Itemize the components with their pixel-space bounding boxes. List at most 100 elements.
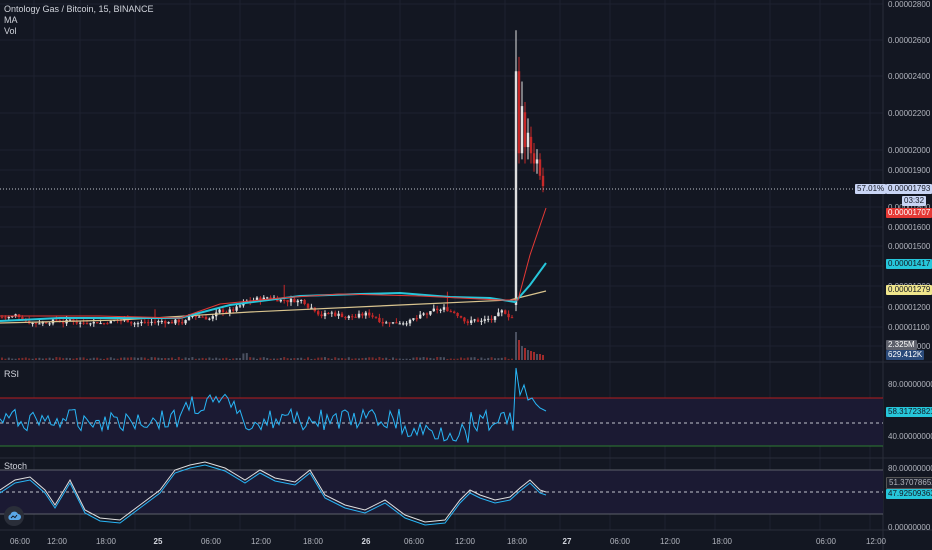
volume-bar <box>490 357 493 360</box>
volume-bar <box>524 348 526 360</box>
volume-bar <box>181 358 184 360</box>
x-axis-tick-label: 12:00 <box>47 537 68 546</box>
candle-body <box>259 297 262 301</box>
volume-bar <box>307 357 309 360</box>
candle-body <box>463 317 466 322</box>
candle-body <box>535 159 539 164</box>
candle-body <box>327 313 330 315</box>
candle-body <box>147 322 150 324</box>
volume-bar <box>65 357 68 360</box>
volume-bar <box>317 357 320 360</box>
rsi-line <box>0 367 547 443</box>
volume-bar <box>378 357 381 360</box>
volume-bar <box>45 358 48 360</box>
price-percent-tag: 57.01% <box>855 184 887 194</box>
candle-body <box>425 313 429 315</box>
volume-bar <box>262 357 265 360</box>
candle-body <box>351 316 354 318</box>
x-axis-tick-label: 18:00 <box>507 537 528 546</box>
volume-bar <box>96 357 99 360</box>
volume-bar <box>31 358 34 360</box>
volume-bar <box>143 357 146 360</box>
candle-body <box>235 306 238 311</box>
candle-body <box>194 315 197 317</box>
volume-bar <box>211 358 214 360</box>
volume-bar <box>164 358 167 360</box>
x-axis-tick-label: 12:00 <box>660 537 681 546</box>
candle-body <box>395 322 398 324</box>
volume-bar <box>232 358 235 360</box>
volume-bar <box>422 357 425 360</box>
volume-bar <box>419 357 422 360</box>
volume-bar <box>4 358 7 360</box>
ma-red-line <box>0 207 547 319</box>
candle-body <box>204 316 208 320</box>
volume-bar <box>453 358 456 360</box>
volume-bar <box>412 357 415 360</box>
volume-bar <box>515 332 517 360</box>
volume-bar <box>21 357 24 360</box>
volume-bar <box>432 358 435 360</box>
volume-bar <box>48 357 51 360</box>
stoch-d-line <box>0 464 547 526</box>
x-axis-tick-label: 12:00 <box>866 537 887 546</box>
volume-bar <box>11 358 14 360</box>
candle-body <box>41 322 44 324</box>
candle-body <box>167 322 170 324</box>
candle-body <box>269 297 272 300</box>
candle-body <box>523 112 527 148</box>
tradingview-cloud-icon[interactable] <box>4 506 24 526</box>
candle-body <box>296 300 299 303</box>
volume-bar <box>208 357 211 360</box>
volume-bar <box>24 357 27 360</box>
volume-bar <box>477 358 479 360</box>
volume-bar <box>358 358 360 360</box>
candle-body <box>453 311 456 313</box>
rsi-value-tag: 58.31723821 <box>886 407 932 417</box>
candle-body <box>85 323 89 325</box>
rsi-pane-title: RSI <box>4 369 20 379</box>
candle-body <box>449 311 452 313</box>
ma-red-value-tag: 0.00001707 <box>886 208 932 218</box>
volume-bar <box>171 357 173 360</box>
volume-bar <box>205 358 207 360</box>
ma-yellow-line <box>0 290 547 324</box>
candle-body <box>422 313 425 315</box>
x-axis-tick-label: 06:00 <box>404 537 425 546</box>
candle-body <box>456 312 459 317</box>
candle-body <box>187 316 191 321</box>
volume-bar <box>480 357 483 360</box>
volume-bar <box>256 358 258 360</box>
ma-cyan-line <box>0 262 547 322</box>
volume-bar <box>82 357 85 360</box>
volume-bar <box>487 357 490 360</box>
candle-body <box>232 309 235 311</box>
volume-bar <box>449 358 452 360</box>
volume-bar <box>300 357 303 360</box>
candle-body <box>347 316 350 318</box>
volume-bar <box>154 357 156 360</box>
main-y-tick-label: 0.00002600 <box>888 36 931 45</box>
volume-bar <box>533 352 535 360</box>
volume-bar <box>371 357 374 360</box>
candle-body <box>507 313 510 318</box>
ma-legend-label: MA <box>4 15 18 25</box>
volume-bar <box>456 358 459 360</box>
candle-body <box>470 320 473 323</box>
candle-body <box>388 322 391 324</box>
volume-tag-2: 629.412K <box>886 350 925 360</box>
candle-body <box>62 322 65 324</box>
candle-body <box>412 318 415 320</box>
candle-body <box>487 318 490 320</box>
volume-bar <box>75 357 78 360</box>
x-axis-tick-label: 26 <box>362 537 371 546</box>
volume-bar <box>28 358 31 360</box>
volume-bar <box>539 354 541 360</box>
stoch-k-line <box>0 461 547 523</box>
volume-bar <box>483 358 486 360</box>
volume-bar <box>388 358 391 360</box>
symbol-legend: Ontology Gas / Bitcoin, 15, BINANCE MA V… <box>4 4 154 37</box>
candle-body <box>529 136 533 154</box>
